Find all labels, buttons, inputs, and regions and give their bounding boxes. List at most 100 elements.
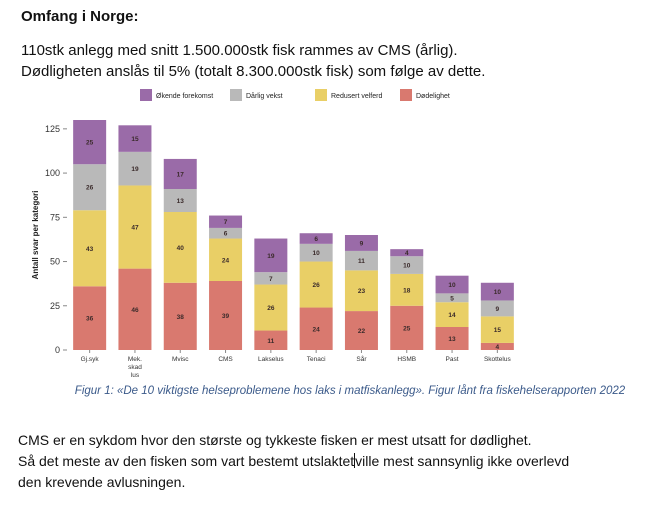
bar-segment: [480, 342, 514, 350]
bar-segment-label: 9: [360, 240, 364, 247]
bar-segment: [299, 261, 333, 308]
bar-segment: [344, 235, 378, 251]
y-tick-label: 125: [45, 124, 60, 134]
bar-segment: [209, 281, 243, 350]
bar-segment: [163, 158, 197, 189]
bar-segment-label: 10: [403, 263, 411, 270]
bar-segment: [209, 227, 243, 239]
bar-segment-label: 26: [267, 305, 275, 312]
bar-segment: [435, 302, 469, 327]
bar-segment-label: 11: [358, 258, 365, 265]
page-heading: Omfang i Norge:: [21, 8, 139, 25]
legend-label: Redusert velferd: [331, 93, 382, 100]
bar-segment: [73, 120, 107, 165]
bar-segment-label: 11: [267, 338, 274, 345]
legend-label: Dødelighet: [416, 93, 450, 100]
y-tick-label: 50: [50, 257, 60, 267]
bar-segment: [209, 238, 243, 281]
bar-segment-label: 10: [494, 289, 502, 296]
bar-segment-label: 10: [313, 250, 321, 257]
bar-segment-label: 9: [496, 306, 500, 313]
bar-segment: [435, 327, 469, 350]
legend-label: Økende forekomst: [156, 93, 213, 100]
body-paragraph[interactable]: CMS er en sykdom hvor den største og tyk…: [18, 430, 569, 493]
x-tick-label: skad: [128, 364, 142, 371]
body-line-1: CMS er en sykdom hvor den største og tyk…: [18, 432, 532, 448]
bar-segment: [254, 284, 288, 331]
bar-segment-label: 15: [131, 136, 139, 143]
bar-segment-label: 46: [131, 307, 139, 314]
bar-segment: [254, 272, 288, 285]
bar-segment-label: 13: [448, 336, 456, 343]
bar-segment-label: 24: [222, 257, 230, 264]
bar-segment-label: 7: [224, 219, 228, 226]
bar-segment: [390, 249, 424, 257]
bar-segment: [118, 185, 152, 269]
bar-segment: [254, 238, 288, 273]
y-tick-label: 100: [45, 168, 60, 178]
bar-segment-label: 5: [450, 295, 454, 302]
bar-segment: [480, 300, 514, 317]
bar-segment: [118, 268, 152, 350]
bar-segment: [344, 270, 378, 312]
bar-segment-label: 26: [313, 282, 321, 289]
bar-segment-label: 36: [86, 316, 94, 323]
bar-segment: [480, 282, 514, 301]
intro-text: 110stk anlegg med snitt 1.500.000stk fis…: [21, 40, 485, 82]
legend-swatch: [400, 89, 412, 101]
bar-segment-label: 38: [177, 314, 185, 321]
bar-segment: [163, 189, 197, 212]
bar-segment-label: 4: [496, 344, 500, 351]
legend-swatch: [140, 89, 152, 101]
legend-label: Dårlig vekst: [246, 92, 283, 100]
bar-segment-label: 39: [222, 313, 230, 320]
bar-segment-label: 7: [269, 276, 273, 283]
bar-segment-label: 4: [405, 250, 409, 257]
bar-segment: [344, 311, 378, 350]
x-tick-label: Gj.syk: [81, 356, 100, 363]
legend-swatch: [230, 89, 242, 101]
x-tick-label: HSMB: [397, 356, 416, 363]
body-line-2-end: ville mest sannsynlig ikke overlevd: [355, 453, 570, 469]
bar-segment-label: 23: [358, 288, 366, 295]
bar-segment-label: 6: [224, 231, 228, 238]
body-line-2-start: Så det meste av den fisken som vart best…: [18, 453, 355, 469]
bar-segment: [73, 210, 107, 287]
bar-segment-label: 43: [86, 246, 94, 253]
bar-segment-label: 22: [358, 328, 366, 335]
bar-segment: [299, 233, 333, 244]
bar-segment-label: 13: [177, 198, 185, 205]
bar-segment: [73, 164, 107, 211]
y-tick-label: 75: [50, 212, 60, 222]
bar-segment-label: 40: [177, 245, 185, 252]
bar-segment: [390, 305, 424, 350]
y-tick-label: 0: [55, 345, 60, 355]
bar-segment: [163, 282, 197, 350]
x-tick-label: Mek.: [128, 356, 142, 363]
bar-segment-label: 15: [494, 327, 502, 334]
x-tick-label: Skottelus: [484, 356, 511, 363]
bar-segment-label: 47: [131, 225, 139, 232]
y-axis-label: Antall svar per kategori: [31, 191, 40, 280]
bar-segment: [299, 243, 333, 262]
bar-segment: [480, 316, 514, 343]
bar-segment-label: 25: [86, 140, 94, 147]
bar-segment: [163, 212, 197, 283]
bar-segment-label: 17: [177, 171, 185, 178]
bar-segment: [390, 256, 424, 274]
bar-segment-label: 19: [267, 253, 275, 260]
bar-segment: [73, 286, 107, 350]
x-tick-label: lus: [131, 372, 140, 379]
bar-segment: [209, 215, 243, 228]
bar-segment: [118, 151, 152, 186]
x-tick-label: Mvisc: [172, 356, 189, 363]
x-tick-label: Lakselus: [258, 356, 284, 363]
bar-segment: [390, 273, 424, 306]
bar-segment-label: 24: [313, 326, 321, 333]
bar-segment-label: 19: [131, 166, 139, 173]
bar-segment-label: 26: [86, 185, 94, 192]
intro-line-1: 110stk anlegg med snitt 1.500.000stk fis…: [21, 42, 458, 59]
legend-swatch: [315, 89, 327, 101]
x-tick-label: Sår: [356, 355, 367, 363]
